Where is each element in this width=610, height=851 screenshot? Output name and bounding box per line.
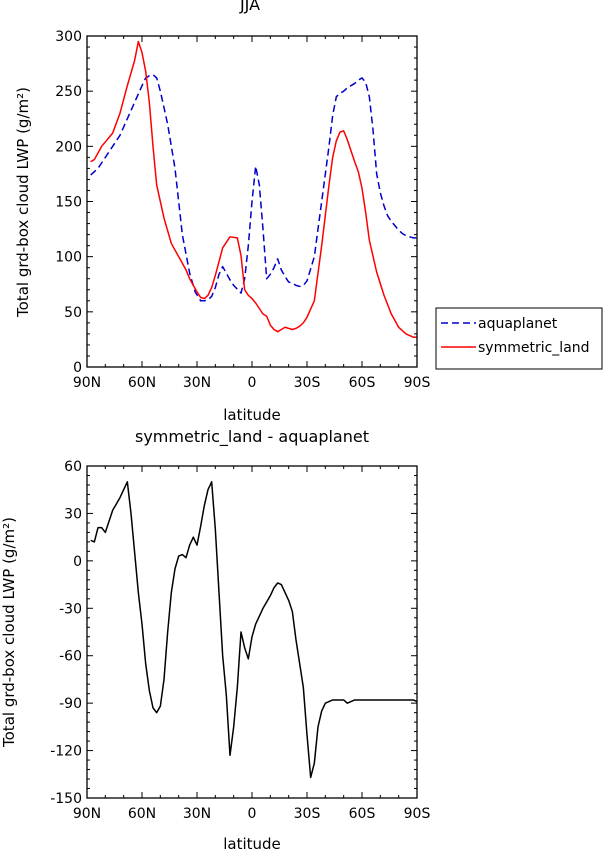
top-y-axis-title: Total grd-box cloud LWP (g/m²) (14, 87, 32, 318)
series-line-aquaplanet (90, 73, 417, 302)
y-tick-label: 30 (64, 506, 82, 522)
x-tick-label: 30N (183, 806, 211, 822)
legend-box (435, 307, 603, 370)
bottom-x-axis-title: latitude (223, 835, 281, 851)
top-panel-title: JJA (239, 0, 260, 14)
x-tick-label: 90S (404, 375, 431, 391)
y-tick-label: 60 (64, 459, 82, 475)
bottom-y-axis-title: Total grd-box cloud LWP (g/m²) (0, 517, 18, 748)
x-tick-label: 90N (73, 806, 101, 822)
y-tick-label: -90 (59, 696, 82, 712)
bottom-panel-title: symmetric_land - aquaplanet (135, 427, 369, 447)
top-plot-frame (86, 35, 418, 368)
x-tick-label: 30S (294, 806, 321, 822)
x-tick-label: 90S (404, 806, 431, 822)
y-tick-label: 50 (64, 305, 82, 321)
y-tick-label: -60 (59, 649, 82, 665)
x-tick-label: 60N (128, 806, 156, 822)
x-tick-label: 60S (349, 806, 376, 822)
y-tick-label: 0 (73, 554, 82, 570)
series-line-symmetric-land (90, 40, 417, 338)
top-x-axis-title: latitude (223, 406, 281, 424)
x-tick-label: 90N (73, 375, 101, 391)
y-tick-label: 0 (73, 360, 82, 376)
y-tick-label: -30 (59, 601, 82, 617)
x-tick-label: 60N (128, 375, 156, 391)
x-tick-label: 30N (183, 375, 211, 391)
y-tick-label: -150 (50, 791, 82, 807)
y-tick-label: -120 (50, 744, 82, 760)
y-tick-label: 100 (55, 250, 82, 266)
bottom-plot-frame (86, 465, 418, 799)
x-tick-label: 30S (294, 375, 321, 391)
legend: aquaplanet symmetric_land (435, 307, 603, 370)
bottom-panel: symmetric_land - aquaplanet 90N 60N 30N 0 30… (0, 427, 430, 851)
x-tick-label: 0 (248, 375, 257, 391)
legend-label-symmetric-land: symmetric_land (478, 340, 590, 356)
y-tick-label: 150 (55, 195, 82, 211)
y-tick-label: 250 (55, 84, 82, 100)
top-panel: JJA 90N 60N 30N 0 30S 60S 90S 0 50 100 150 200 250 30… (14, 0, 603, 424)
y-tick-label: 300 (55, 29, 82, 45)
x-tick-label: 60S (349, 375, 376, 391)
legend-label-aquaplanet: aquaplanet (478, 316, 558, 332)
y-tick-label: 200 (55, 139, 82, 155)
series-line-difference (90, 481, 418, 779)
x-tick-label: 0 (248, 806, 257, 822)
